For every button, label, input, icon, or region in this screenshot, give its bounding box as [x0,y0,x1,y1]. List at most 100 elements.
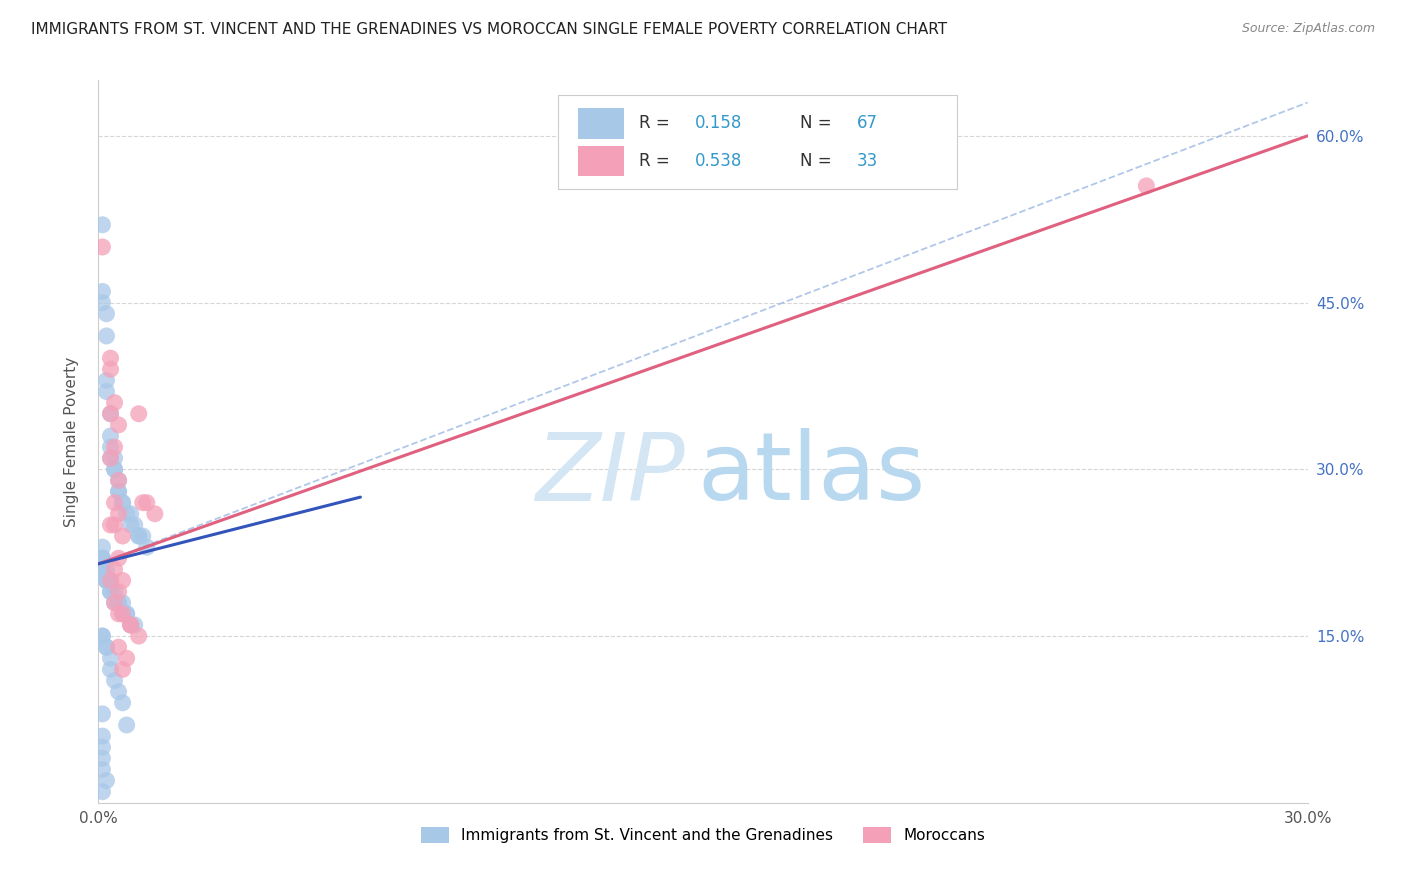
Point [100,362,122,376]
Point [128,529,150,543]
Text: R =: R = [638,152,675,169]
Point [91,763,114,777]
Point [135,540,157,554]
Point [107,596,129,610]
Point [91,285,114,299]
Point [100,517,122,532]
Text: N =: N = [800,152,837,169]
Point [107,484,129,499]
Point [111,496,134,510]
Point [103,462,125,476]
Point [100,574,122,588]
Text: R =: R = [638,114,675,133]
Point [115,507,138,521]
Point [100,351,122,366]
Point [111,596,134,610]
Point [91,551,114,566]
Point [100,440,122,454]
Text: ZIP: ZIP [536,428,685,519]
Point [91,706,114,721]
Point [120,618,142,632]
Point [111,529,134,543]
Point [132,496,155,510]
Point [135,496,157,510]
Point [96,640,118,655]
Point [115,607,138,621]
Point [120,507,142,521]
Point [96,574,118,588]
Point [91,551,114,566]
Text: 67: 67 [856,114,877,133]
Text: Source: ZipAtlas.com: Source: ZipAtlas.com [1241,22,1375,36]
Point [100,407,122,421]
Point [91,218,114,232]
Point [115,607,138,621]
Point [103,673,125,688]
Point [132,529,155,543]
Point [103,517,125,532]
Point [91,629,114,643]
Point [111,496,134,510]
Point [107,507,129,521]
Point [128,529,150,543]
Point [103,584,125,599]
Point [103,462,125,476]
Point [91,240,114,254]
Point [103,395,125,409]
Point [107,484,129,499]
Point [96,373,118,387]
Point [111,607,134,621]
Legend: Immigrants from St. Vincent and the Grenadines, Moroccans: Immigrants from St. Vincent and the Gren… [415,822,991,849]
Point [91,540,114,554]
Point [91,740,114,755]
Point [107,640,129,655]
Point [107,684,129,698]
Point [107,551,129,566]
Point [91,551,114,566]
Point [100,451,122,466]
Point [91,562,114,576]
Point [96,574,118,588]
Text: atlas: atlas [697,428,925,520]
Point [91,751,114,765]
Point [120,517,142,532]
Point [96,640,118,655]
Point [103,596,125,610]
Point [100,574,122,588]
Point [124,618,146,632]
Point [107,596,129,610]
Point [1135,178,1157,193]
Point [103,440,125,454]
FancyBboxPatch shape [558,95,957,189]
Point [96,384,118,399]
Point [124,517,146,532]
Point [107,417,129,432]
Point [120,618,142,632]
Point [91,729,114,743]
Point [107,474,129,488]
Point [100,407,122,421]
Point [103,451,125,466]
Point [100,429,122,443]
Point [143,507,166,521]
Point [111,662,134,676]
Text: IMMIGRANTS FROM ST. VINCENT AND THE GRENADINES VS MOROCCAN SINGLE FEMALE POVERTY: IMMIGRANTS FROM ST. VINCENT AND THE GREN… [31,22,948,37]
FancyBboxPatch shape [578,108,624,138]
Point [115,718,138,732]
Point [120,618,142,632]
Point [96,307,118,321]
Point [128,629,150,643]
Point [111,696,134,710]
Point [96,562,118,576]
Text: N =: N = [800,114,837,133]
Text: 0.538: 0.538 [695,152,742,169]
Point [103,562,125,576]
Point [103,596,125,610]
Point [91,629,114,643]
Point [91,562,114,576]
Point [115,651,138,665]
Text: 33: 33 [856,152,877,169]
Point [128,407,150,421]
Point [96,329,118,343]
FancyBboxPatch shape [578,145,624,176]
